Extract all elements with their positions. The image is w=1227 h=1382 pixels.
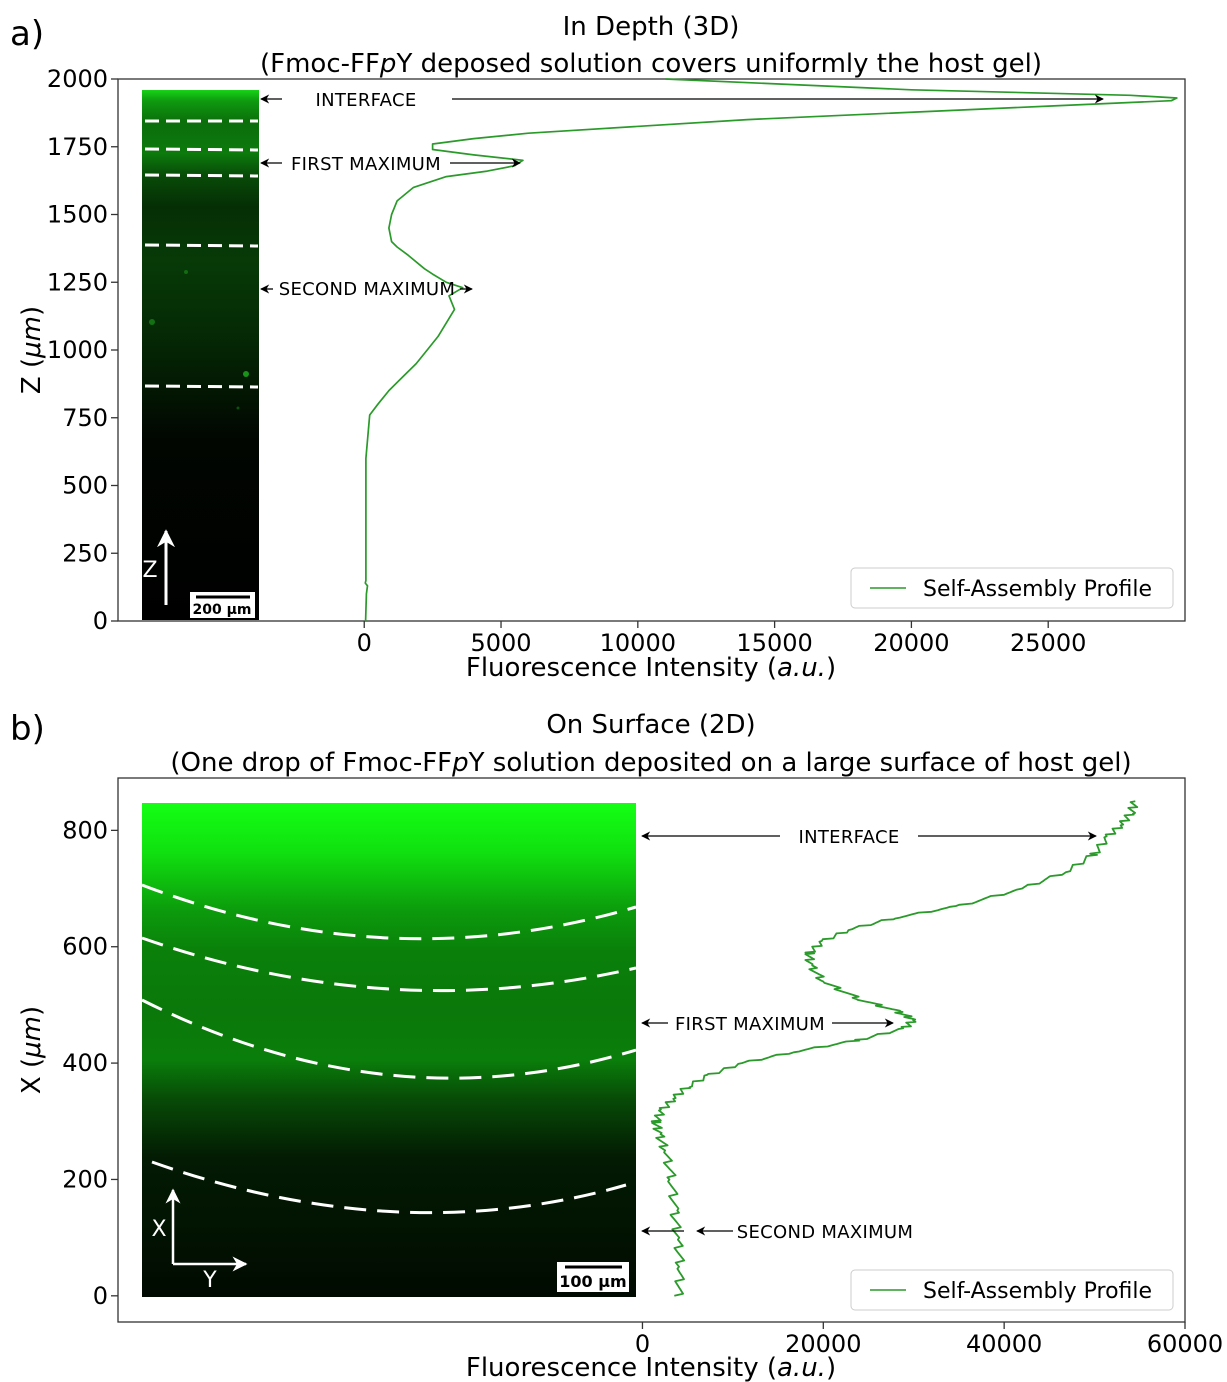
panel-a-x-tick-label: 25000 — [1010, 629, 1086, 657]
panel-a-y-tick-label: 0 — [93, 607, 108, 635]
panel-a-legend: Self-Assembly Profile — [850, 567, 1174, 609]
panel-b-microscopy-image: X Y 100 μm — [141, 803, 637, 1297]
panel-b-x-axis-label: Fluorescence Intensity (a.u.) — [466, 1353, 836, 1382]
panel-a-x-ticks: 0 5000 10000 15000 20000 25000 — [357, 621, 1086, 657]
panel-b-y-tick-label: 600 — [62, 933, 108, 961]
panel-b-y-ticks: 0 200 400 600 800 — [62, 816, 118, 1310]
annotation-second-maximum-a: SECOND MAXIMUM — [279, 279, 456, 300]
panel-a-y-tick-label: 1750 — [47, 133, 108, 161]
panel-a-x-tick-label: 5000 — [470, 629, 531, 657]
panel-b-plot-frame — [117, 777, 1186, 1323]
panel-b-x-tick-label: 20000 — [785, 1330, 861, 1358]
annotation-first-maximum-a: FIRST MAXIMUM — [291, 154, 441, 175]
panel-a-y-tick-label: 250 — [62, 539, 108, 567]
panel-b: b) On Surface (2D) (One drop of Fmoc-FFp… — [10, 709, 1223, 1382]
panel-a-x-tick-label: 20000 — [873, 629, 949, 657]
panel-a-legend-label: Self-Assembly Profile — [923, 577, 1152, 602]
z-axis-arrow-label: Z — [142, 558, 157, 583]
panel-b-legend: Self-Assembly Profile — [850, 1269, 1174, 1311]
panel-b-x-ticks: 0 20000 40000 60000 — [635, 1322, 1223, 1358]
panel-a-microscopy-image: Z 200 μm — [142, 90, 259, 620]
panel-b-legend-label: Self-Assembly Profile — [923, 1279, 1152, 1304]
panel-a-y-axis-label: Z (μm) — [17, 306, 47, 394]
panel-a-y-tick-label: 1250 — [47, 268, 108, 296]
panel-a-y-tick-label: 750 — [62, 404, 108, 432]
y-axis-arrow-label: Y — [202, 1268, 217, 1293]
panel-b-series-line-0 — [650, 800, 1139, 1297]
panel-a-y-tick-label: 1000 — [47, 336, 108, 364]
annotation-second-maximum-b: SECOND MAXIMUM — [737, 1222, 914, 1243]
panel-b-x-tick-label: 60000 — [1147, 1330, 1223, 1358]
panel-a-x-axis-label: Fluorescence Intensity (a.u.) — [466, 653, 836, 683]
panel-a: a) In Depth (3D) (Fmoc-FFpY deposed solu… — [10, 12, 1186, 683]
panel-a-x-tick-label: 0 — [357, 629, 372, 657]
panel-a-series — [364, 78, 1178, 622]
panel-b-label: b) — [10, 709, 45, 749]
panel-b-series — [650, 800, 1139, 1297]
annotation-first-maximum-b: FIRST MAXIMUM — [675, 1014, 825, 1035]
panel-b-subtitle: (One drop of Fmoc-FFpY solution deposite… — [170, 748, 1131, 778]
panel-b-x-tick-label: 40000 — [966, 1330, 1042, 1358]
x-axis-arrow-label: X — [151, 1217, 166, 1242]
panel-b-y-tick-label: 800 — [62, 816, 108, 844]
panel-a-y-tick-label: 500 — [62, 472, 108, 500]
panel-a-y-ticks: 0 250 500 750 1000 1250 1500 1750 2000 — [47, 65, 118, 635]
panel-b-y-tick-label: 400 — [62, 1049, 108, 1077]
panel-b-x-tick-label: 0 — [635, 1330, 650, 1358]
annotation-interface-a: INTERFACE — [316, 90, 417, 111]
panel-a-plot-frame — [117, 78, 1186, 622]
panel-a-annotations: INTERFACE FIRST MAXIMUM SECOND MAXIMUM — [260, 90, 1104, 300]
panel-a-y-tick-label: 1500 — [47, 201, 108, 229]
panel-a-x-tick-label: 15000 — [736, 629, 812, 657]
annotation-interface-b: INTERFACE — [799, 827, 900, 848]
panel-a-subtitle: (Fmoc-FFpY deposed solution covers unifo… — [260, 49, 1042, 79]
panel-b-y-axis-label: X (μm) — [17, 1006, 47, 1094]
scale-bar-label: 200 μm — [193, 602, 252, 618]
panel-b-y-tick-label: 200 — [62, 1165, 108, 1193]
panel-a-title: In Depth (3D) — [563, 12, 740, 42]
panel-b-title: On Surface (2D) — [546, 710, 755, 740]
panel-a-y-tick-label: 2000 — [47, 65, 108, 93]
panel-a-label: a) — [10, 14, 44, 54]
panel-b-y-tick-label: 0 — [93, 1282, 108, 1310]
panel-a-x-tick-label: 10000 — [600, 629, 676, 657]
scale-bar-label-b: 100 μm — [559, 1272, 626, 1291]
panel-a-series-line-0 — [364, 78, 1178, 622]
panel-b-annotations: INTERFACE FIRST MAXIMUM SECOND MAXIMUM — [641, 827, 1097, 1243]
